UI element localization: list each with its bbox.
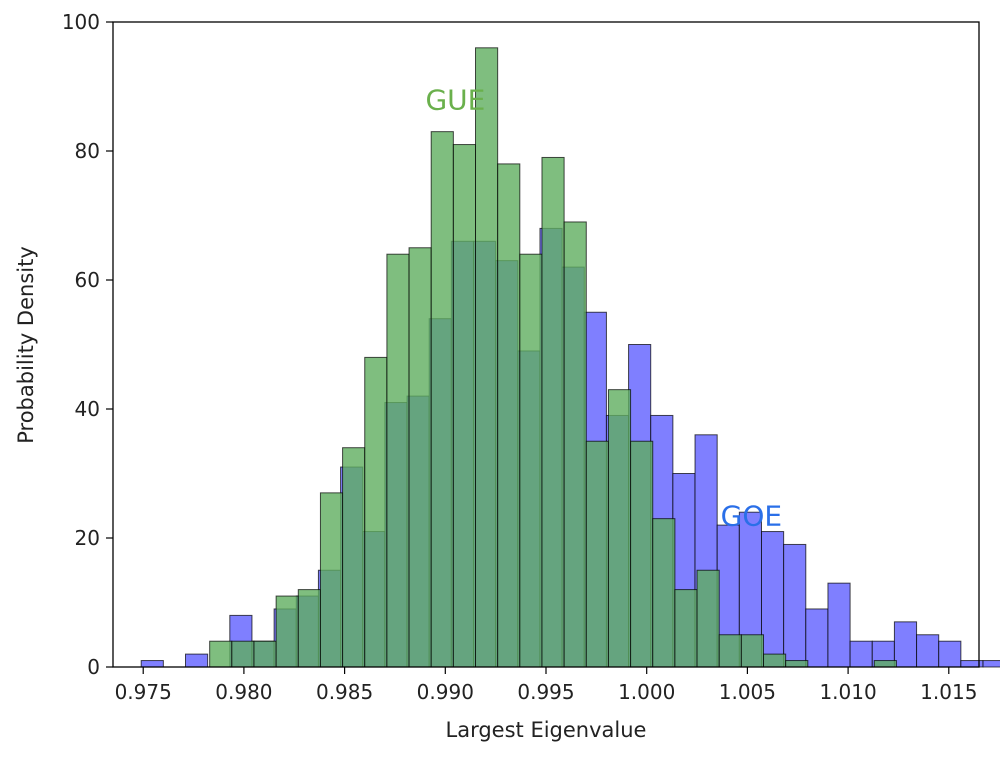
goe-bar bbox=[849, 640, 873, 668]
gue-bar bbox=[763, 653, 787, 668]
gue-bar bbox=[607, 389, 632, 668]
goe-bar bbox=[185, 653, 209, 668]
goe-bar bbox=[916, 634, 940, 668]
gue-bar bbox=[785, 660, 809, 668]
gue-bar bbox=[452, 144, 477, 668]
gue-annotation: GUE bbox=[425, 83, 485, 116]
goe-bar bbox=[938, 640, 962, 668]
gue-bar bbox=[253, 640, 277, 668]
y-tick-label: 60 bbox=[75, 268, 100, 292]
gue-bar bbox=[364, 356, 388, 668]
y-tick-label: 0 bbox=[87, 655, 100, 679]
gue-bar bbox=[585, 440, 609, 668]
x-tick-label: 1.015 bbox=[920, 680, 977, 704]
x-tick-label: 0.990 bbox=[417, 680, 474, 704]
gue-bar bbox=[696, 569, 720, 668]
gue-bar bbox=[740, 634, 764, 668]
x-tick-label: 1.005 bbox=[719, 680, 776, 704]
gue-bar bbox=[319, 492, 344, 668]
x-axis-ticks: 0.975 0.980 0.985 0.990 0.995 1.000 1.005 1.010… bbox=[115, 667, 977, 704]
gue-bar bbox=[497, 163, 521, 668]
goe-bar bbox=[960, 660, 984, 668]
gue-bar bbox=[541, 156, 565, 668]
gue-bar bbox=[718, 634, 742, 668]
goe-bar bbox=[783, 543, 807, 668]
y-tick-label: 20 bbox=[75, 526, 100, 550]
goe-bar bbox=[893, 621, 918, 668]
y-tick-label: 80 bbox=[75, 139, 100, 163]
x-tick-label: 0.995 bbox=[517, 680, 574, 704]
gue-bar bbox=[342, 447, 366, 668]
x-tick-label: 1.010 bbox=[819, 680, 876, 704]
gue-bar bbox=[231, 640, 255, 668]
goe-bar bbox=[982, 660, 1000, 668]
gue-bar bbox=[519, 253, 543, 668]
gue-bar bbox=[408, 247, 432, 668]
gue-bar bbox=[386, 253, 410, 668]
gue-bar bbox=[873, 660, 897, 668]
goe-bar bbox=[805, 608, 829, 668]
gue-bar bbox=[297, 589, 321, 668]
x-tick-label: 0.980 bbox=[215, 680, 272, 704]
gue-bar bbox=[563, 221, 587, 668]
gue-bar bbox=[275, 595, 299, 668]
y-axis-ticks: 0 20 40 60 80 100 bbox=[62, 10, 113, 679]
gue-bar bbox=[209, 640, 233, 668]
x-tick-label: 0.975 bbox=[115, 680, 172, 704]
x-tick-label: 1.000 bbox=[618, 680, 675, 704]
gue-bar bbox=[630, 440, 654, 668]
gue-bar bbox=[430, 131, 454, 668]
x-axis-label: Largest Eigenvalue bbox=[446, 718, 647, 742]
gue-bar bbox=[652, 518, 676, 668]
gue-bar bbox=[475, 47, 499, 668]
goe-bar bbox=[760, 531, 785, 668]
y-axis-label: Probability Density bbox=[14, 246, 38, 444]
y-tick-label: 100 bbox=[62, 10, 100, 34]
goe-annotation: GOE bbox=[721, 499, 782, 532]
x-tick-label: 0.985 bbox=[316, 680, 373, 704]
y-tick-label: 40 bbox=[75, 397, 100, 421]
goe-bar bbox=[827, 582, 851, 668]
gue-bar bbox=[674, 589, 698, 668]
goe-bar bbox=[140, 660, 164, 668]
